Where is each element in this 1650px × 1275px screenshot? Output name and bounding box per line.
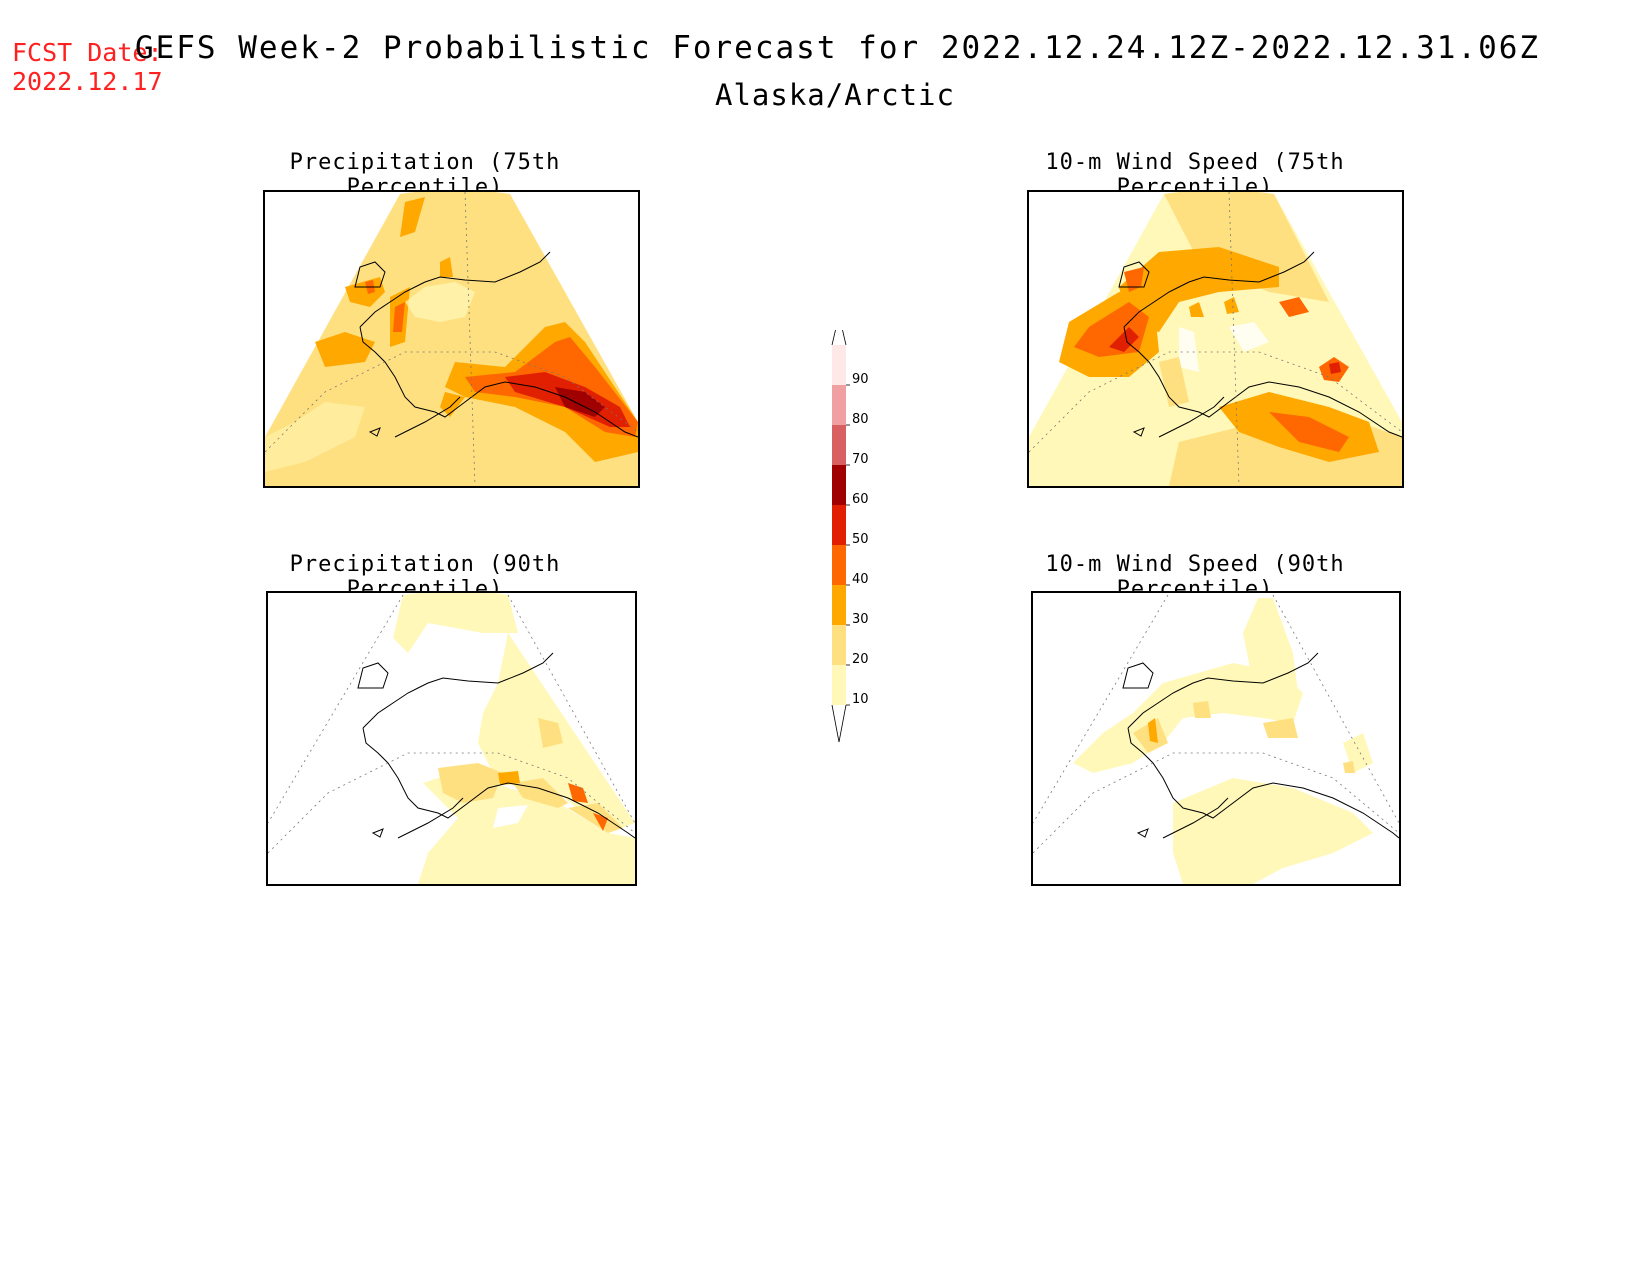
colorbar-swatch-10	[832, 665, 846, 705]
colorbar-swatch-40	[832, 545, 846, 585]
panel-title-wind90: 10-m Wind Speed (90th Percentile)	[1045, 552, 1345, 602]
colorbar-label-50: 50	[852, 532, 869, 547]
colorbar-label-60: 60	[852, 492, 869, 507]
colorbar-label-30: 30	[852, 612, 869, 627]
map-wind90	[1033, 594, 1399, 884]
colorbar-label-40: 40	[852, 572, 869, 587]
forecast-date-block: FCST Date: 2022.12.17	[12, 38, 163, 96]
map-panel-precip75	[263, 190, 640, 488]
colorbar-label-10: 10	[852, 692, 869, 707]
map-wind75	[1029, 192, 1402, 486]
colorbar-swatch-70	[832, 425, 846, 465]
fcst-date-value: 2022.12.17	[12, 67, 163, 96]
map-precip90	[268, 593, 635, 884]
map-precip75	[265, 192, 638, 486]
colorbar-svg: 10 20 30 40 50 60 70 80 90	[831, 314, 869, 743]
colorbar-legend: 10 20 30 40 50 60 70 80 90	[800, 314, 890, 750]
region-subtitle: Alaska/Arctic	[715, 78, 955, 112]
colorbar-swatch-90	[832, 345, 846, 385]
colorbar-swatch-50	[832, 505, 846, 545]
colorbar-label-80: 80	[852, 412, 869, 427]
colorbar-label-90: 90	[852, 372, 869, 387]
colorbar-swatch-60	[832, 465, 846, 505]
page-title: GEFS Week-2 Probabilistic Forecast for 2…	[134, 30, 1541, 66]
colorbar-top-tip	[831, 314, 847, 346]
colorbar-label-20: 20	[852, 652, 869, 667]
colorbar-label-70: 70	[852, 452, 869, 467]
colorbar-swatch-80	[832, 385, 846, 425]
map-panel-wind90	[1031, 591, 1401, 886]
panel-title-wind75: 10-m Wind Speed (75th Percentile)	[1045, 150, 1345, 200]
colorbar-bottom-tip	[831, 704, 847, 743]
colorbar-swatch-30	[832, 585, 846, 625]
fcst-date-label: FCST Date:	[12, 38, 163, 67]
map-panel-wind75	[1027, 190, 1404, 488]
map-panel-precip90	[266, 591, 637, 886]
colorbar-swatch-20	[832, 625, 846, 665]
